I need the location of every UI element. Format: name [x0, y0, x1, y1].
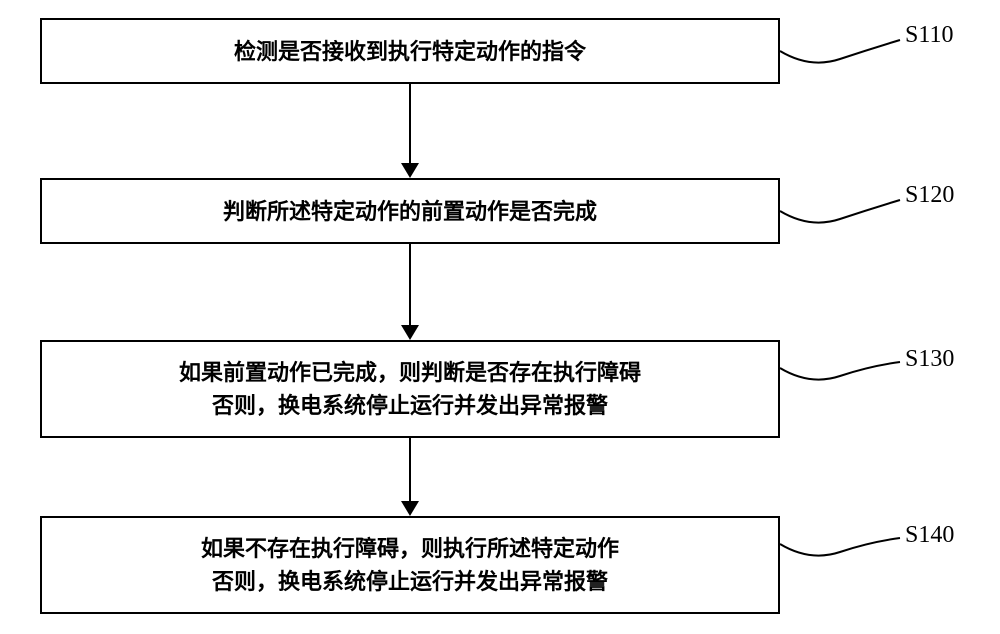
- flow-step-s120: 判断所述特定动作的前置动作是否完成: [40, 178, 780, 244]
- arrow-shaft-2: [409, 438, 411, 503]
- step-label-s120: S120: [905, 182, 954, 209]
- step-text-line: 如果前置动作已完成，则判断是否存在执行障碍: [179, 356, 641, 389]
- step-label-s140: S140: [905, 522, 954, 549]
- step-text-line: 否则，换电系统停止运行并发出异常报警: [212, 389, 608, 422]
- step-text-line: 检测是否接收到执行特定动作的指令: [234, 35, 586, 68]
- connector-s140: [775, 524, 905, 569]
- arrow-head-1: [401, 325, 419, 340]
- arrow-head-0: [401, 163, 419, 178]
- flowchart-canvas: 检测是否接收到执行特定动作的指令 S110 判断所述特定动作的前置动作是否完成 S12…: [0, 0, 1000, 634]
- flow-step-s110: 检测是否接收到执行特定动作的指令: [40, 18, 780, 84]
- step-label-s130: S130: [905, 346, 954, 373]
- arrow-head-2: [401, 501, 419, 516]
- connector-s130: [775, 348, 905, 393]
- step-text-line: 判断所述特定动作的前置动作是否完成: [223, 195, 597, 228]
- connector-s120: [775, 191, 905, 236]
- step-label-s110: S110: [905, 22, 953, 49]
- step-text-line: 否则，换电系统停止运行并发出异常报警: [212, 565, 608, 598]
- connector-s110: [775, 31, 905, 76]
- arrow-shaft-1: [409, 244, 411, 327]
- arrow-shaft-0: [409, 84, 411, 165]
- step-text-line: 如果不存在执行障碍，则执行所述特定动作: [201, 532, 619, 565]
- flow-step-s140: 如果不存在执行障碍，则执行所述特定动作否则，换电系统停止运行并发出异常报警: [40, 516, 780, 614]
- flow-step-s130: 如果前置动作已完成，则判断是否存在执行障碍否则，换电系统停止运行并发出异常报警: [40, 340, 780, 438]
